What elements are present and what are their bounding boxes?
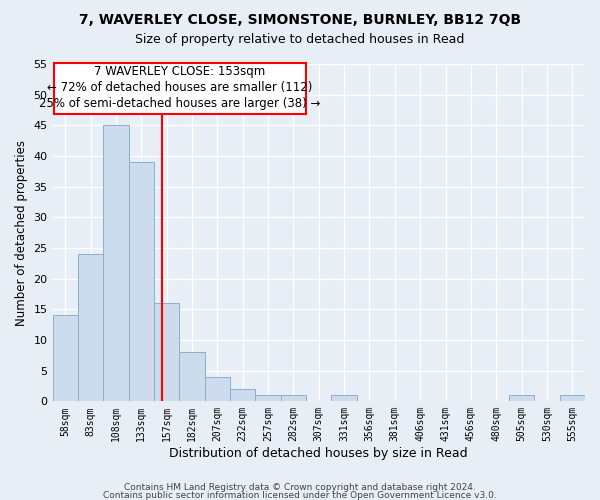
Text: 25% of semi-detached houses are larger (38) →: 25% of semi-detached houses are larger (… (39, 97, 320, 110)
Text: Contains public sector information licensed under the Open Government Licence v3: Contains public sector information licen… (103, 490, 497, 500)
Bar (103, 126, 128, 402)
Bar (256, 395, 281, 402)
X-axis label: Distribution of detached houses by size in Read: Distribution of detached houses by size … (169, 447, 468, 460)
Text: Size of property relative to detached houses in Read: Size of property relative to detached ho… (136, 32, 464, 46)
Text: 7, WAVERLEY CLOSE, SIMONSTONE, BURNLEY, BB12 7QB: 7, WAVERLEY CLOSE, SIMONSTONE, BURNLEY, … (79, 12, 521, 26)
Bar (179, 352, 205, 402)
Bar (560, 395, 585, 402)
Bar (78, 254, 103, 402)
FancyBboxPatch shape (54, 63, 306, 114)
Bar (53, 316, 78, 402)
Text: 7 WAVERLEY CLOSE: 153sqm: 7 WAVERLEY CLOSE: 153sqm (94, 65, 266, 78)
Text: ← 72% of detached houses are smaller (112): ← 72% of detached houses are smaller (11… (47, 81, 313, 94)
Bar (230, 389, 256, 402)
Y-axis label: Number of detached properties: Number of detached properties (15, 140, 28, 326)
Bar (205, 377, 230, 402)
Bar (509, 395, 534, 402)
Bar (281, 395, 306, 402)
Bar (128, 162, 154, 402)
Bar (331, 395, 357, 402)
Text: Contains HM Land Registry data © Crown copyright and database right 2024.: Contains HM Land Registry data © Crown c… (124, 483, 476, 492)
Bar (154, 303, 179, 402)
